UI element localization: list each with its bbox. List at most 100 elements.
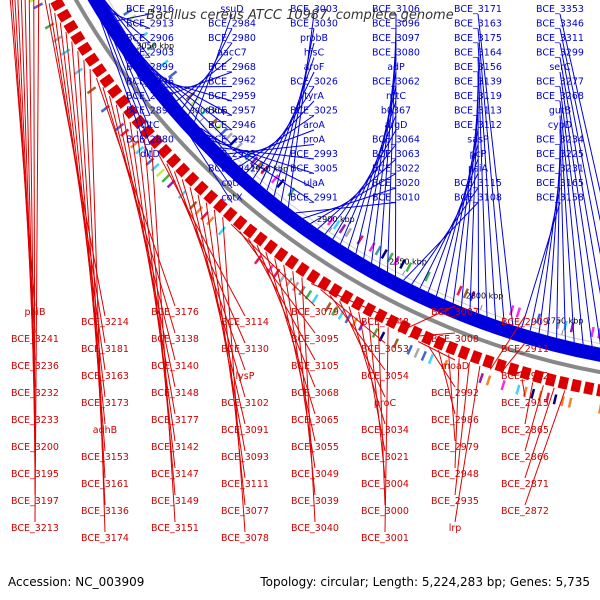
reverse-gene-label: BCE_2871 (501, 479, 549, 490)
genome-arcs (48, 0, 600, 397)
reverse-label-line (189, 187, 246, 425)
reverse-gene-label: BCE_3091 (221, 425, 269, 436)
forward-gene-label: BCE_3156 (454, 62, 502, 73)
forward-label-line (477, 42, 497, 320)
forward-feature-tick (326, 216, 335, 226)
forward-label-line (559, 71, 600, 345)
ruler-tick (328, 227, 333, 233)
reverse-gene-label: BCE_3173 (81, 398, 129, 409)
reverse-label-line (59, 22, 106, 398)
reverse-gene-label: BCE_3008 (431, 334, 479, 345)
reverse-gene-label: BCE_3065 (291, 415, 339, 426)
reverse-feature-tick (206, 216, 215, 226)
forward-gene-label: BCE_3063 (372, 149, 420, 160)
reverse-label-line (367, 317, 386, 479)
reverse-feature-tick (337, 309, 345, 320)
forward-feature-tick (399, 258, 407, 269)
forward-label-line (232, 129, 315, 161)
reverse-gene-label: BCE_2986 (431, 415, 479, 426)
forward-gene-label: BCE_3112 (454, 120, 502, 131)
forward-gene-label: BCE_2913 (126, 19, 174, 30)
reverse-gene-label: BCE_3151 (151, 523, 199, 534)
forward-gene-label: nttC (386, 91, 406, 102)
reverse-label-line (524, 390, 566, 506)
forward-gene-label: BCE_2941 (208, 164, 256, 175)
forward-label-line (403, 202, 479, 281)
reverse-label-line (33, 0, 36, 496)
reverse-feature-tick (188, 200, 198, 210)
forward-feature-tick (270, 174, 280, 184)
ruler-label: 3000 kbp (190, 106, 228, 115)
reverse-gene-label: BCE_3200 (11, 442, 59, 453)
forward-label-line (103, 0, 151, 73)
forward-gene-label: BCE_3030 (290, 19, 338, 30)
reverse-gene-label: BCE_3093 (221, 452, 269, 463)
reverse-gene-label: lrp (449, 523, 462, 534)
reverse-label-line (448, 354, 456, 442)
ruler-tick (402, 270, 406, 276)
forward-gene-label: BCE_3113 (454, 106, 502, 117)
forward-label-line (176, 57, 233, 102)
forward-gene-label: ssuD (220, 4, 243, 15)
reverse-label-line (524, 387, 555, 479)
reverse-label-line (454, 365, 481, 523)
reverse-feature-tick (52, 35, 63, 43)
reverse-gene-label: BCE_3095 (291, 334, 339, 345)
forward-label-line (559, 28, 600, 222)
reverse-gene-label: BCE_3161 (81, 479, 129, 490)
forward-gene-label: BCE_2957 (208, 106, 256, 117)
reverse-gene-label: BCE_2866 (501, 452, 549, 463)
reverse-label-line (454, 358, 460, 469)
reverse-gene-label: BCE_2992 (431, 388, 479, 399)
reverse-gene-label: BCE_3054 (361, 371, 409, 382)
forward-feature-tick (556, 318, 562, 330)
reverse-feature-tick (478, 372, 484, 384)
forward-gene-label: BCE_3026 (290, 77, 338, 88)
genome-summary-text: Topology: circular; Length: 5,224,283 bp… (260, 575, 590, 589)
reverse-gene-label: BCE_3039 (291, 496, 339, 507)
forward-feature-tick (597, 328, 600, 339)
reverse-feature-tick (392, 338, 400, 349)
forward-label-line (287, 13, 315, 208)
forward-gene-label: cotX (221, 193, 243, 204)
reverse-label-line (489, 315, 526, 370)
forward-label-line (477, 71, 479, 314)
forward-gene-label: BCE_2916 (126, 4, 174, 15)
reverse-gene-label: BCE_3078 (221, 533, 269, 544)
forward-gene-label: BCE_3108 (454, 193, 502, 204)
forward-gene-label: BCE_2993 (290, 149, 338, 160)
reverse-gene-label: BCE_2909 (501, 317, 549, 328)
reverse-feature-tick (29, 0, 36, 3)
reverse-label-line (222, 217, 246, 533)
reverse-label-line (524, 382, 534, 425)
reverse-label-line (96, 78, 176, 307)
reverse-gene-label: BCE_3148 (151, 388, 199, 399)
reverse-label-line (102, 87, 176, 334)
forward-gene-label: BCE_3346 (536, 19, 584, 30)
map-title: Bacillus cereus ATCC 10987, complete gen… (146, 8, 454, 23)
forward-gene-label: BCE_2880 (126, 135, 174, 146)
forward-label-line (103, 0, 151, 58)
reverse-label-line (205, 202, 246, 479)
forward-gene-label: BCE_3139 (454, 77, 502, 88)
forward-gene-label: cypD (548, 120, 572, 131)
forward-label-line (477, 57, 488, 317)
reverse-label-line (500, 342, 526, 374)
ruler-label: 2950 kbp (250, 164, 288, 173)
forward-feature-tick (332, 220, 341, 230)
forward-gene-label: proA (303, 135, 326, 146)
reverse-label-line (320, 289, 386, 344)
reverse-feature-tick (427, 353, 434, 365)
forward-gene-label: BCE_2984 (208, 19, 256, 30)
reverse-feature-tick (331, 305, 339, 316)
reverse-gene-label: BCE_3040 (291, 523, 339, 534)
forward-gene-label: BCE_3225 (536, 149, 584, 160)
reverse-label-line (358, 311, 386, 452)
reverse-gene-label: BCE_3236 (11, 361, 59, 372)
ruler-tick (561, 330, 564, 336)
forward-feature-tick (462, 288, 469, 299)
reverse-gene-label: BCE_3174 (81, 533, 129, 544)
forward-gene-label: BCE_2893 (126, 91, 174, 102)
forward-gene-label: BCE_3234 (536, 135, 584, 146)
